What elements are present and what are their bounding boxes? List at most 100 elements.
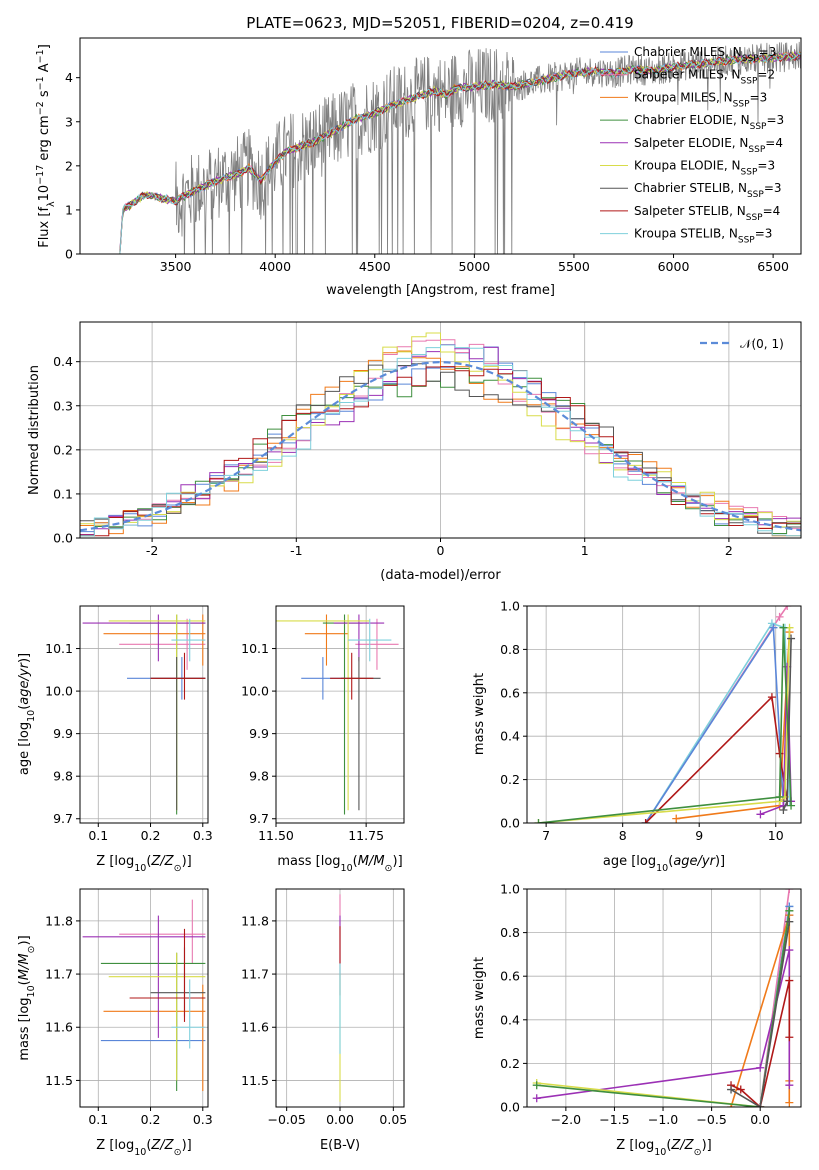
legend-label: Salpeter STELIB, NSSP=4 <box>634 204 780 223</box>
x-axis-label: Z [log10(Z/Z⊙)] <box>96 1138 191 1158</box>
axes-frame <box>275 605 405 824</box>
weight-series-line <box>730 980 791 1107</box>
weight-marker <box>756 810 765 819</box>
label-part: λ <box>46 201 57 207</box>
legend-sub: SSP <box>742 54 759 64</box>
label-part: ( <box>146 1138 151 1153</box>
histogram-step <box>80 344 801 537</box>
legend-suffix: =2 <box>757 68 775 82</box>
model-spectrum-line <box>119 52 801 253</box>
legend-label: Kroupa STELIB, NSSP=3 <box>634 227 772 246</box>
label-part: ⊙ <box>174 1147 182 1158</box>
y-tick-label: 0.2 <box>53 442 73 457</box>
label-part: )] <box>182 1138 192 1153</box>
weight-marker <box>641 819 650 823</box>
y-tick-label: 2 <box>65 158 73 173</box>
legend-suffix: =3 <box>750 90 768 104</box>
y-tick-label: 11.5 <box>241 1073 269 1088</box>
y-tick-label: 0.4 <box>53 354 73 369</box>
x-tick-label: 0.0 <box>750 1112 770 1127</box>
x-tick-label: 0.05 <box>379 1112 407 1127</box>
weight-series-line <box>676 631 791 820</box>
weight-marker <box>532 1094 541 1103</box>
legend-prefix: Salpeter STELIB, N <box>634 204 746 218</box>
y-tick-label: 1.0 <box>500 599 520 614</box>
y-tick-label: 11.8 <box>241 913 269 928</box>
label-part: A <box>37 63 52 76</box>
y-tick-label: 11.8 <box>45 913 73 928</box>
legend-suffix: =3 <box>766 113 784 127</box>
label-part: ⊙ <box>174 863 182 874</box>
legend-prefix: Salpeter ELODIE, N <box>634 136 748 150</box>
weight-series-line <box>538 627 792 823</box>
label-part: −1 <box>35 76 46 90</box>
x-tick-label: 0.2 <box>141 1112 161 1127</box>
weight-marker <box>785 946 794 955</box>
y-tick-label: 0.0 <box>500 1100 520 1115</box>
legend-suffix: =4 <box>765 136 783 150</box>
x-tick-label: 6500 <box>757 259 789 274</box>
y-tick-label: 0.3 <box>53 398 73 413</box>
y-tick-label: 0.2 <box>500 772 520 787</box>
weight-marker <box>736 1085 745 1094</box>
weight-marker <box>785 1033 794 1042</box>
figure-title: PLATE=0623, MJD=52051, FIBERID=0204, z=0… <box>246 14 633 32</box>
weight-marker <box>785 1081 794 1090</box>
label-part: 10 <box>37 185 52 202</box>
y-tick-label: 0.0 <box>500 816 520 831</box>
weight-series-line <box>536 910 791 1107</box>
age_vs_Z-panel: 0.1 0.2 0.39.79.89.910.010.1Z [log10(Z/Z⊙)… <box>17 605 213 874</box>
y-tick-label: 0 <box>65 247 73 262</box>
legend-sub: SSP <box>750 122 767 132</box>
legend-label: Chabrier ELODIE, NSSP=3 <box>634 113 784 132</box>
legend-label: Chabrier MILES, NSSP=3 <box>634 45 776 64</box>
model-spectrum-line <box>119 51 801 254</box>
y-axis-label: mass weight <box>472 673 487 755</box>
x-tick-label: 0.00 <box>326 1112 354 1127</box>
label-part: ( <box>666 1138 671 1153</box>
weight-marker <box>787 634 796 643</box>
label-part: ⊙ <box>694 1147 702 1158</box>
weight-marker <box>775 612 784 621</box>
label-part: ( <box>146 854 151 869</box>
legend-sub: SSP <box>747 190 764 200</box>
y-tick-label: 11.7 <box>45 967 73 982</box>
legend-label: Chabrier STELIB, NSSP=3 <box>634 181 782 200</box>
spectrum-panel: 3500 4000 4500 5000 5500 6000 6500 0 1 2 3 4 wavelen… <box>35 37 802 298</box>
label-part: 10 <box>654 1147 666 1158</box>
weight_vs_Z-panel: −2.0 −1.5 −1.0 −0.5 0.0 0.0 0.2 0.4 0.6 0.8 1.0 Z [… <box>472 882 802 1158</box>
y-tick-label: 9.9 <box>249 726 269 741</box>
y-tick-label: 11.5 <box>45 1073 73 1088</box>
x-axis-label: Z [log10(Z/Z⊙)] <box>96 854 191 874</box>
y-tick-label: 11.6 <box>45 1020 73 1035</box>
axes-frame <box>79 605 209 824</box>
residuals-panel: -2 -1 0 1 2 0.0 0.1 0.2 0.3 0.4 𝒩(0, 1) (data-model… <box>27 321 802 583</box>
plot-area <box>534 606 796 823</box>
legend-sub: SSP <box>741 77 758 87</box>
legend-label: Kroupa MILES, NSSP=3 <box>634 90 767 109</box>
label-part: Z [log <box>616 1138 654 1153</box>
x-tick-label: −2.0 <box>551 1112 581 1127</box>
label-part: Z [log <box>96 854 134 869</box>
weight-marker <box>785 1098 794 1107</box>
axes-front: −0.05 0.00 0.05 11.5 11.6 11.7 11.8 E(B-V) <box>241 888 407 1153</box>
x-tick-label: 4500 <box>359 259 391 274</box>
y-axis-label: age [log10(age/yr)] <box>17 653 37 775</box>
label-part: mass [log <box>17 997 32 1060</box>
label-part: age [log <box>17 722 32 775</box>
x-tick-label: −0.5 <box>696 1112 726 1127</box>
weight-series-line <box>730 921 791 1107</box>
label-part: age/yr <box>17 661 32 704</box>
x-tick-label: −1.5 <box>599 1112 629 1127</box>
model-spectrum-line <box>119 51 801 254</box>
y-tick-label: 10.0 <box>241 684 269 699</box>
label-part: M/M <box>358 854 385 869</box>
label-part: 10 <box>341 863 353 874</box>
panels-group: 3500 4000 4500 5000 5500 6000 6500 0 1 2 3 4 wavelen… <box>17 37 802 1158</box>
weight-marker <box>783 797 792 806</box>
legend-prefix: Kroupa STELIB, N <box>634 227 738 241</box>
label-part: age [log <box>603 854 656 869</box>
label-part: −17 <box>35 165 46 185</box>
x-tick-label: 8 <box>619 828 627 843</box>
label-part: 10 <box>656 863 668 874</box>
